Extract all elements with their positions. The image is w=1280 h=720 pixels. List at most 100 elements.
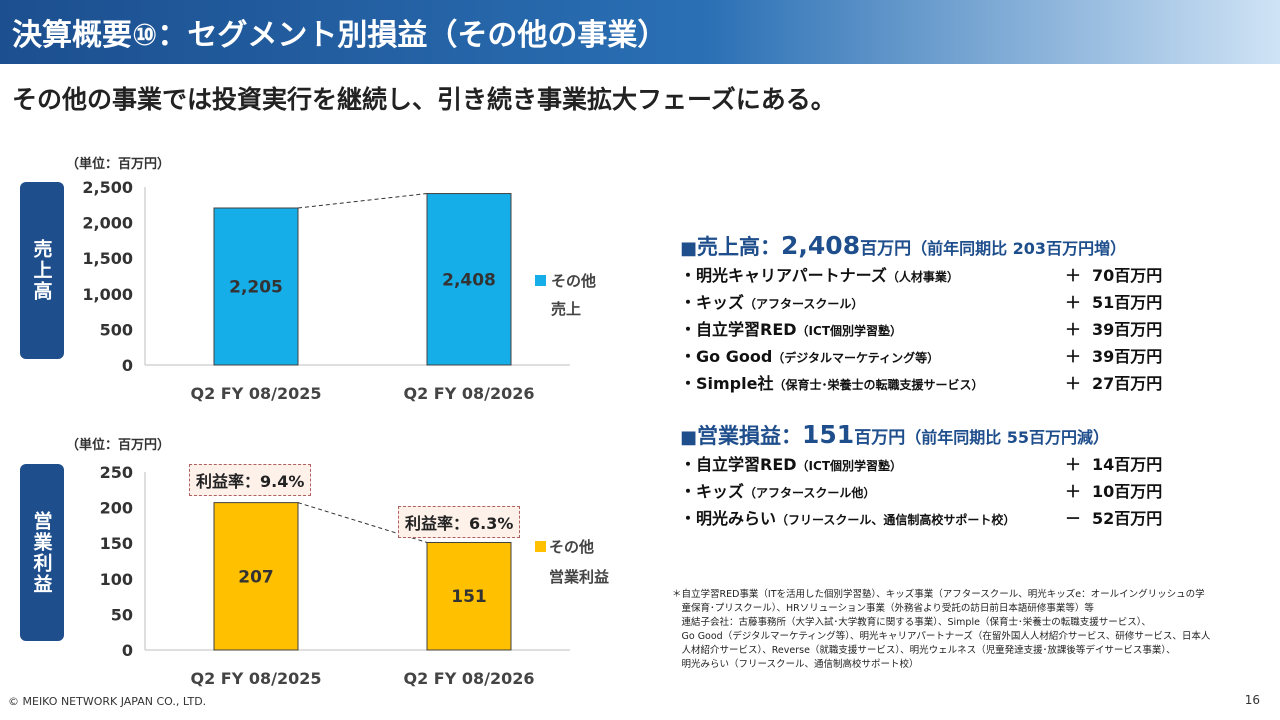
sales-item: ・キッズ（アフタースクール） ＋ 51百万円	[680, 289, 1200, 316]
profit-data-label: 151	[451, 587, 487, 607]
footnote-line: 童保育･プリスクール）、HRソリューション事業（外務省より受託の訪日前日本語研修…	[672, 603, 1094, 614]
sales-bullet-icon: ■	[680, 238, 698, 259]
profit-category-label: Q2 FY 08/2025	[190, 669, 321, 688]
sales-item: ・Go Good（デジタルマーケティング等） ＋ 39百万円	[680, 343, 1200, 370]
sales-item-amount: 27百万円	[1092, 374, 1163, 393]
sales-data-label: 2,408	[442, 270, 496, 290]
sales-item-sign: ＋	[1065, 266, 1082, 285]
footnote-line: Go Good（デジタルマーケティング等）、明光キャリアパートナーズ（在留外国人…	[672, 631, 1211, 642]
sales-summary-heading: ■売上高：2,408百万円（前年同期比 203百万円増）	[680, 230, 1200, 262]
sales-data-label: 2,205	[229, 278, 283, 298]
sales-side-label: 売上高	[20, 182, 64, 359]
profit-bar-chart: 0 50 100 150 200 250 207 Q2 FY 08/2025 151 Q2 FY …	[100, 463, 609, 688]
sales-legend-text: 売上	[551, 300, 581, 318]
profit-item-subtitle: （ICT個別学習塾）	[796, 459, 903, 473]
profit-item-name: ・自立学習RED	[680, 455, 797, 474]
profit-ytick-label: 50	[111, 605, 133, 624]
footnote-line: 明光みらい（フリースクール、通信制高校サポート校）	[672, 659, 919, 670]
sales-item: ・Simple社（保育士･栄養士の転職支援サービス） ＋ 27百万円	[680, 370, 1200, 397]
sales-bar-chart: 0 500 1,000 1,500 2,000 2,500 2,205 Q2 FY 08/20…	[82, 178, 596, 403]
sales-summary-unit: 百万円	[860, 239, 912, 259]
sales-item-name: ・Simple社	[680, 374, 774, 393]
footnote-line: ＊自立学習RED事業（ITを活用した個別学習塾）、キッズ事業（アフタースクール、…	[672, 589, 1205, 600]
page-subtitle: その他の事業では投資実行を継続し、引き続き事業拡大フェーズにある。	[12, 85, 836, 114]
sales-legend-text: その他	[551, 272, 596, 290]
sales-bar	[426, 193, 512, 366]
profit-item-sign: －	[1065, 509, 1082, 528]
profit-item-sign: ＋	[1065, 455, 1082, 474]
sales-item-amount: 51百万円	[1092, 293, 1163, 312]
profit-item-subtitle: （フリースクール、通信制高校サポート校）	[776, 513, 1016, 527]
profit-category-label: Q2 FY 08/2026	[403, 669, 534, 688]
profit-side-label: 営業利益	[20, 464, 64, 641]
sales-item: ・明光キャリアパートナーズ（人材事業） ＋ 70百万円	[680, 262, 1200, 289]
profit-item-subtitle: （アフタースクール他）	[744, 486, 876, 500]
sales-item-name: ・明光キャリアパートナーズ	[680, 266, 887, 285]
sales-summary: ■売上高：2,408百万円（前年同期比 203百万円増） ・明光キャリアパートナ…	[680, 230, 1200, 397]
sales-legend-swatch	[535, 275, 546, 286]
margin-callout-2026: 利益率：6.3%	[398, 506, 521, 538]
sales-item-name: ・Go Good	[680, 347, 773, 366]
copyright: © MEIKO NETWORK JAPAN CO., LTD.	[8, 695, 207, 708]
profit-bar	[213, 502, 299, 651]
sales-item-sign: ＋	[1065, 374, 1082, 393]
profit-item-amount: 10百万円	[1092, 482, 1163, 501]
sales-connector-line	[297, 193, 428, 209]
profit-item: ・キッズ（アフタースクール他） ＋ 10百万円	[680, 478, 1200, 505]
margin-callout-2025: 利益率：9.4%	[189, 464, 312, 496]
footnote-line: 連結子会社：古藤事務所（大学入試･大学教育に関する事業）、Simple（保育士･…	[672, 617, 1151, 628]
profit-item-sign: ＋	[1065, 482, 1082, 501]
profit-item-name: ・明光みらい	[680, 509, 777, 528]
profit-legend-text: 営業利益	[549, 568, 609, 586]
profit-summary-label: 営業損益：	[697, 424, 803, 448]
profit-ytick-label: 250	[100, 463, 133, 482]
page-number: 16	[1244, 693, 1260, 707]
sales-ytick-label: 1,000	[82, 285, 133, 304]
profit-data-label: 207	[238, 567, 274, 587]
page-title: 決算概要⑩：セグメント別損益（その他の事業）	[12, 18, 668, 53]
profit-legend-swatch	[535, 541, 546, 552]
sales-item-subtitle: （アフタースクール）	[744, 297, 864, 311]
sales-summary-label: 売上高：	[697, 235, 782, 259]
sales-item-subtitle: （ICT個別学習塾）	[796, 324, 903, 338]
profit-summary-unit: 百万円	[854, 428, 906, 448]
profit-bullet-icon: ■	[680, 427, 698, 448]
sales-category-label: Q2 FY 08/2025	[190, 384, 321, 403]
profit-summary-value: 151	[802, 420, 855, 449]
footnote: ＊自立学習RED事業（ITを活用した個別学習塾）、キッズ事業（アフタースクール、…	[672, 588, 1267, 672]
sales-item-subtitle: （デジタルマーケティング等）	[772, 351, 940, 365]
profit-summary-note: （前年同期比 55百万円減）	[905, 428, 1110, 447]
sales-item-list: ・明光キャリアパートナーズ（人材事業） ＋ 70百万円 ・キッズ（アフタースクール） ＋…	[680, 262, 1200, 397]
sales-summary-value: 2,408	[781, 231, 861, 260]
profit-ytick-label: 150	[100, 534, 133, 553]
profit-item-amount: 14百万円	[1092, 455, 1163, 474]
sales-item-amount: 70百万円	[1092, 266, 1163, 285]
profit-bar	[426, 541, 512, 651]
profit-ytick-label: 100	[100, 570, 133, 589]
sales-ytick-label: 2,000	[82, 214, 133, 233]
profit-legend-text: その他	[549, 538, 594, 556]
header-bar: 決算概要⑩：セグメント別損益（その他の事業）	[0, 0, 1280, 64]
sales-item-amount: 39百万円	[1092, 320, 1163, 339]
profit-item: ・明光みらい（フリースクール、通信制高校サポート校） － 52百万円	[680, 505, 1200, 532]
sales-ytick-label: 0	[122, 356, 133, 375]
sales-item: ・自立学習RED（ICT個別学習塾） ＋ 39百万円	[680, 316, 1200, 343]
sales-item-sign: ＋	[1065, 293, 1082, 312]
sales-ytick-label: 1,500	[82, 249, 133, 268]
profit-summary: ■営業損益：151百万円（前年同期比 55百万円減） ・自立学習RED（ICT個…	[680, 419, 1200, 532]
sales-item-subtitle: （保育士･栄養士の転職支援サービス）	[773, 378, 984, 392]
sales-ytick-label: 500	[100, 320, 133, 339]
profit-item-list: ・自立学習RED（ICT個別学習塾） ＋ 14百万円・キッズ（アフタースクール他） ＋…	[680, 451, 1200, 532]
profit-ytick-label: 200	[100, 499, 133, 518]
sales-unit-label: （単位：百万円）	[66, 157, 171, 172]
sales-item-name: ・キッズ	[680, 293, 745, 312]
sales-item-sign: ＋	[1065, 320, 1082, 339]
profit-item-name: ・キッズ	[680, 482, 745, 501]
sales-summary-note: （前年同期比 203百万円増）	[911, 239, 1127, 258]
profit-summary-heading: ■営業損益：151百万円（前年同期比 55百万円減）	[680, 419, 1200, 451]
profit-item-amount: 52百万円	[1092, 509, 1163, 528]
sales-item-amount: 39百万円	[1092, 347, 1163, 366]
footnote-line: 人材紹介サービス）、Reverse（就職支援サービス）、明光ウェルネス（児童発達…	[672, 645, 1176, 656]
sales-bar	[213, 207, 299, 366]
profit-item: ・自立学習RED（ICT個別学習塾） ＋ 14百万円	[680, 451, 1200, 478]
